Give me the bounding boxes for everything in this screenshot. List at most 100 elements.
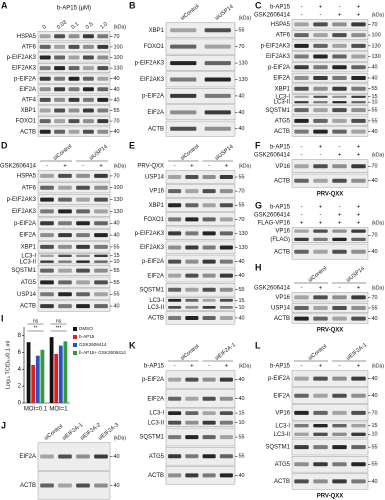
blot-band [313, 178, 328, 183]
blot-strip [37, 253, 111, 265]
condition-mark: - [301, 145, 303, 151]
condition-mark: + [225, 364, 229, 370]
condition-mark: + [63, 164, 67, 170]
blot-band [294, 129, 309, 134]
blot-band [351, 295, 366, 300]
condition-mark: + [357, 205, 361, 211]
blot-band [313, 86, 328, 91]
panel-letter: D [1, 140, 8, 150]
protein-label: ACTB [20, 304, 36, 310]
blot-band [68, 108, 80, 113]
kda-marker: 55 [239, 174, 245, 180]
protein-label: EIF2A [147, 273, 164, 279]
blot-band [76, 197, 90, 202]
blot-band [332, 101, 347, 104]
blot-band [40, 304, 54, 309]
blot-band [54, 87, 66, 92]
blot-band [313, 101, 328, 104]
blot-band [351, 43, 366, 48]
protein-label: ACTB [274, 479, 290, 485]
blot-band [202, 305, 216, 309]
blot-band [54, 129, 66, 134]
blot-band [332, 295, 347, 300]
blot-band [185, 231, 199, 236]
blot-band [54, 119, 66, 124]
blot-band [58, 292, 72, 297]
blot-band [313, 249, 328, 254]
blot-band [204, 61, 231, 66]
condition-mark: - [301, 5, 303, 11]
blot-band [219, 231, 233, 236]
blot-band [351, 22, 366, 27]
kda-marker: 55 [239, 203, 245, 209]
condition-mark: - [174, 364, 176, 370]
blot-band [294, 108, 309, 113]
blot-band [76, 254, 90, 257]
blot-band [185, 420, 199, 425]
condition-label: PRV-QXX [137, 164, 164, 170]
blot-band [168, 231, 182, 236]
kda-marker: 70 [372, 295, 378, 301]
protein-label: FOXO1 [144, 44, 165, 50]
bar [54, 354, 59, 403]
blot-band [294, 101, 309, 104]
kda-marker: 55 [239, 454, 245, 460]
kda-marker: 40 [372, 376, 378, 382]
kda-marker: 130 [239, 245, 248, 251]
blot-band [219, 420, 233, 425]
kda-marker: 55 [114, 292, 120, 298]
blot-band [170, 126, 197, 131]
blot-band [202, 315, 216, 320]
condition-mark: + [357, 145, 361, 151]
blot-band [219, 217, 233, 222]
blot-band [82, 55, 94, 60]
blot-band [185, 298, 199, 302]
kda-marker: 130 [239, 77, 248, 83]
blot-band [76, 268, 90, 273]
blot-band [332, 249, 347, 254]
kda-marker: 55 [239, 28, 245, 34]
y-tick-label: 4 [18, 367, 22, 373]
blot-band [40, 185, 54, 190]
protein-label: ACTB [148, 126, 164, 132]
condition-mark: - [301, 205, 303, 211]
panel-letter: J [1, 420, 6, 430]
blot-strip [165, 408, 236, 428]
condition-mark: - [208, 164, 210, 170]
blot-band [40, 221, 54, 226]
protein-label: EIF2AK3 [266, 54, 291, 60]
kda-label: (kDa) [372, 220, 385, 226]
kda-marker: 40 [372, 178, 378, 184]
kda-marker: 70 [114, 173, 120, 179]
blot-band [76, 233, 90, 238]
blot-band [58, 454, 72, 459]
kda-marker: 130 [372, 43, 381, 49]
blot-band [168, 217, 182, 222]
kda-marker: 55 [114, 108, 120, 114]
blot-band [82, 119, 94, 124]
blot-band [204, 28, 231, 33]
blot-band [39, 97, 51, 102]
blot-band [170, 61, 197, 66]
kda-label: (kDa) [114, 435, 127, 441]
blot-band [332, 76, 347, 80]
legend-label: b-AP15+ GSK2606414 [79, 350, 126, 355]
legend-label: GSK2606414 [79, 342, 107, 347]
protein-label: LC3-I [275, 423, 290, 429]
blot-band [40, 268, 54, 273]
blot-band [332, 108, 347, 113]
protein-label: EIF2AK3 [12, 209, 37, 215]
blot-band [202, 245, 216, 250]
bar [35, 355, 40, 403]
kda-marker: 40 [372, 75, 378, 81]
kda-marker: 40 [372, 316, 378, 322]
protein-label: ACTB [274, 178, 290, 184]
blot-band [351, 424, 366, 428]
blot-band [332, 95, 347, 98]
condition-mark: + [357, 221, 361, 227]
condition-label: GSK2606414 [254, 13, 291, 19]
blot-band [351, 393, 366, 398]
kda-label: (kDa) [372, 285, 385, 291]
blot-band [39, 34, 51, 39]
kda-marker: 40 [114, 233, 120, 239]
